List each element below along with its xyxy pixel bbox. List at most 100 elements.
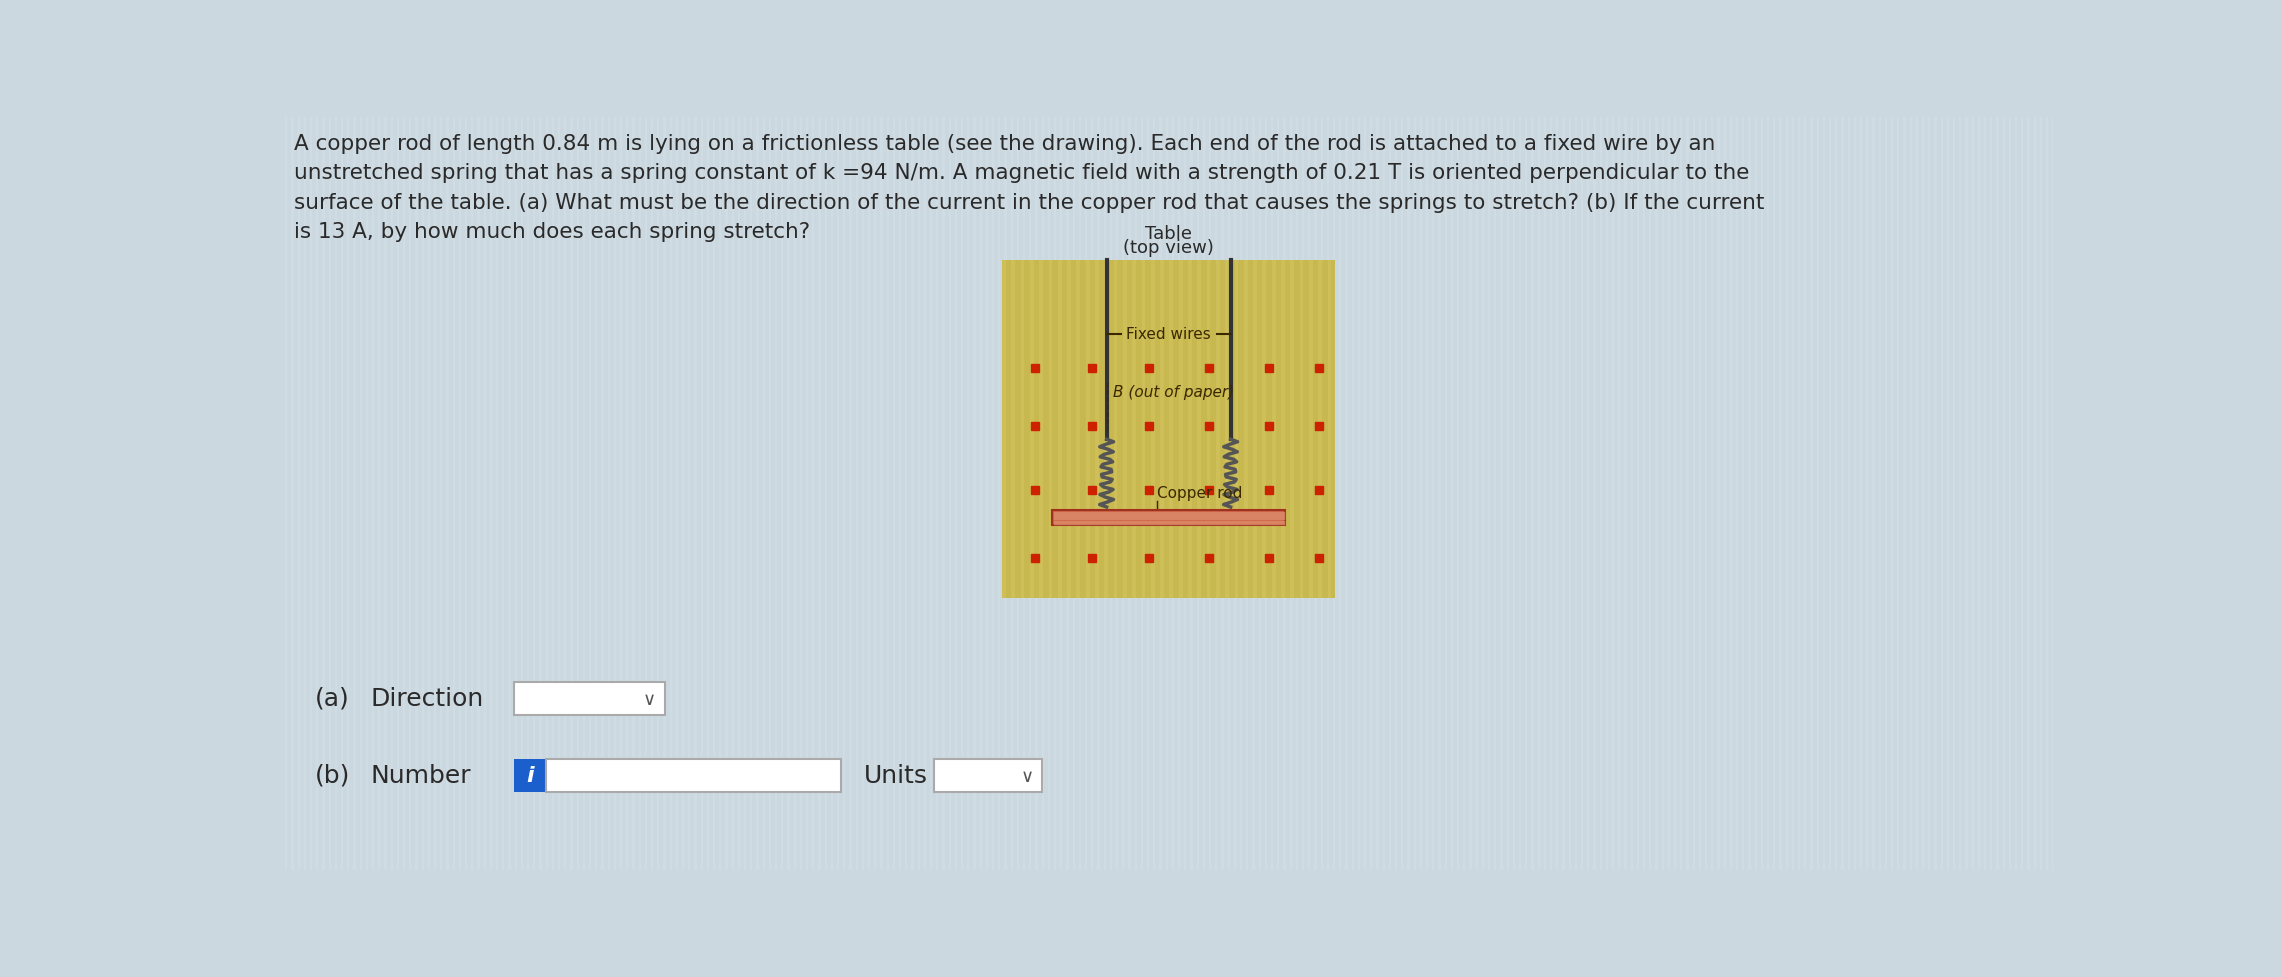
Bar xyxy=(1505,117,1508,870)
Bar xyxy=(360,117,363,870)
Bar xyxy=(472,117,474,870)
Bar xyxy=(942,117,944,870)
Bar xyxy=(322,117,324,870)
Bar xyxy=(1916,117,1918,870)
Bar xyxy=(582,117,584,870)
Bar xyxy=(1134,117,1136,870)
Bar xyxy=(292,117,294,870)
Bar xyxy=(762,117,764,870)
Bar xyxy=(1261,260,1266,599)
Bar xyxy=(477,117,479,870)
Bar xyxy=(1184,117,1186,870)
Bar xyxy=(452,117,454,870)
Bar xyxy=(1245,117,1248,870)
Bar xyxy=(1501,117,1503,870)
Bar xyxy=(1531,117,1533,870)
Bar xyxy=(1154,117,1156,870)
Bar xyxy=(931,117,933,870)
Bar xyxy=(1419,117,1421,870)
Bar xyxy=(1104,117,1106,870)
Bar xyxy=(1606,117,1608,870)
Bar xyxy=(297,117,299,870)
Bar xyxy=(1458,117,1460,870)
Bar xyxy=(646,117,648,870)
Bar xyxy=(513,759,547,791)
Bar xyxy=(1927,117,1930,870)
Bar xyxy=(794,117,796,870)
Bar xyxy=(1779,117,1781,870)
Bar xyxy=(1241,117,1243,870)
Bar xyxy=(383,117,388,870)
Bar xyxy=(869,117,871,870)
Bar xyxy=(1439,117,1442,870)
Text: (top view): (top view) xyxy=(1122,238,1213,257)
Bar xyxy=(1031,260,1033,599)
Bar xyxy=(1699,117,1702,870)
Bar xyxy=(639,117,641,870)
Bar xyxy=(899,117,901,870)
Bar xyxy=(805,117,807,870)
Bar xyxy=(1216,117,1218,870)
Bar xyxy=(602,117,604,870)
Bar xyxy=(1462,117,1464,870)
Bar xyxy=(1574,117,1576,870)
Bar xyxy=(1277,117,1280,870)
Bar xyxy=(1804,117,1807,870)
Bar xyxy=(1711,117,1713,870)
Bar xyxy=(516,117,518,870)
Bar xyxy=(440,117,443,870)
Bar xyxy=(1984,117,1987,870)
Bar xyxy=(787,117,789,870)
Bar xyxy=(1058,260,1061,599)
Bar xyxy=(1090,117,1093,870)
Bar xyxy=(892,117,894,870)
Bar xyxy=(1729,117,1731,870)
Bar xyxy=(1017,117,1020,870)
Bar xyxy=(1747,117,1750,870)
Bar xyxy=(1029,117,1031,870)
Bar xyxy=(935,117,937,870)
Bar xyxy=(1432,117,1435,870)
Bar xyxy=(1264,117,1266,870)
Bar xyxy=(1086,117,1088,870)
Bar xyxy=(906,117,908,870)
Bar xyxy=(1243,260,1248,599)
Bar xyxy=(719,117,721,870)
Bar xyxy=(1681,117,1683,870)
Bar xyxy=(1010,117,1013,870)
Bar xyxy=(513,682,664,715)
Bar xyxy=(880,117,883,870)
Bar xyxy=(1761,117,1763,870)
Bar xyxy=(1526,117,1528,870)
Bar xyxy=(1487,117,1489,870)
Bar xyxy=(1225,260,1229,599)
Bar xyxy=(1220,117,1223,870)
Bar xyxy=(819,117,821,870)
Bar xyxy=(527,117,529,870)
Bar xyxy=(776,117,778,870)
Bar xyxy=(607,117,609,870)
Bar xyxy=(1282,260,1284,599)
Bar xyxy=(1191,117,1193,870)
Bar xyxy=(1902,117,1905,870)
Bar xyxy=(1079,117,1081,870)
Bar xyxy=(974,117,976,870)
Bar xyxy=(1179,260,1182,599)
Bar xyxy=(1642,117,1645,870)
Bar xyxy=(545,117,547,870)
Bar xyxy=(1357,117,1359,870)
Bar xyxy=(1791,117,1795,870)
Bar xyxy=(415,117,417,870)
Bar xyxy=(924,117,926,870)
Bar xyxy=(2035,117,2037,870)
Bar xyxy=(1129,117,1131,870)
Bar xyxy=(956,117,958,870)
Bar xyxy=(1068,260,1072,599)
Bar xyxy=(1152,260,1154,599)
Bar xyxy=(1674,117,1677,870)
Bar xyxy=(577,117,579,870)
Bar xyxy=(1934,117,1937,870)
Bar xyxy=(1718,117,1720,870)
Bar xyxy=(1989,117,1991,870)
Bar xyxy=(408,117,411,870)
